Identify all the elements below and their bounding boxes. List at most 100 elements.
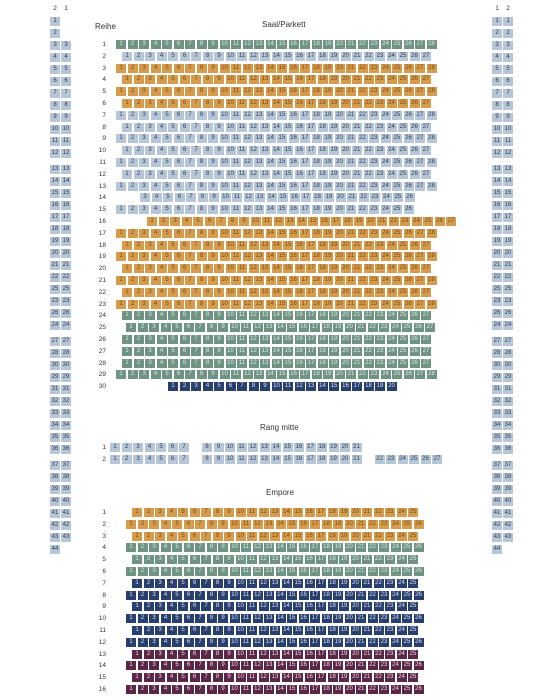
saal-seat[interactable]: 23 [369, 134, 379, 144]
saal-seat[interactable]: 24 [380, 134, 391, 144]
side-right-seat[interactable]: 6 [492, 77, 502, 86]
saal-seat[interactable]: 14 [271, 122, 282, 132]
side-left-seat[interactable]: 42 [61, 521, 71, 530]
saal-seat[interactable]: 21 [352, 169, 362, 179]
saal-seat[interactable]: 17 [300, 134, 310, 144]
empore-seat[interactable]: 24 [396, 673, 407, 683]
empore-seat[interactable]: 21 [362, 578, 372, 588]
saal-seat[interactable]: 18 [317, 75, 328, 85]
saal-seat[interactable]: 26 [409, 75, 420, 85]
empore-seat[interactable]: 17 [316, 602, 326, 612]
saal-seat[interactable]: 20 [340, 335, 351, 344]
saal-seat[interactable]: 22 [363, 264, 374, 274]
saal-seat[interactable]: 4 [150, 181, 161, 191]
saal-seat[interactable]: 9 [208, 299, 218, 309]
saal-seat[interactable]: 3 [145, 99, 155, 108]
saal-seat[interactable]: 5 [168, 99, 178, 108]
side-left-seat[interactable]: 29 [50, 373, 60, 382]
empore-seat[interactable]: 3 [155, 531, 165, 541]
saal-seat[interactable]: 8 [202, 311, 213, 321]
side-left-seat[interactable]: 14 [50, 177, 60, 186]
empore-seat[interactable]: 3 [155, 673, 165, 683]
side-left-seat[interactable]: 28 [50, 349, 60, 358]
saal-seat[interactable]: 24 [386, 146, 397, 156]
saal-seat[interactable]: 10 [219, 87, 230, 97]
side-left-seat[interactable]: 5 [61, 65, 71, 74]
saal-seat[interactable]: 18 [311, 181, 322, 191]
empore-seat[interactable]: 21 [362, 626, 372, 635]
saal-seat[interactable]: 23 [369, 158, 379, 167]
saal-seat[interactable]: 12 [242, 40, 253, 49]
saal-seat[interactable]: 10 [225, 146, 236, 156]
side-right-seat[interactable]: 10 [492, 125, 502, 134]
saal-seat[interactable]: 2 [133, 169, 144, 179]
saal-seat[interactable]: 5 [162, 252, 172, 262]
saal-seat[interactable]: 16 [288, 40, 299, 49]
empore-seat[interactable]: 25 [408, 508, 418, 517]
empore-seat[interactable]: 2 [137, 637, 148, 647]
empore-seat[interactable]: 21 [362, 649, 372, 659]
side-right-seat[interactable]: 18 [503, 225, 513, 234]
saal-seat[interactable]: 4 [150, 134, 161, 144]
saal-seat[interactable]: 8 [196, 299, 207, 309]
saal-seat[interactable]: 20 [340, 51, 351, 61]
saal-seat[interactable]: 18 [312, 193, 323, 203]
empore-seat[interactable]: 18 [327, 602, 338, 612]
saal-seat[interactable]: 14 [265, 252, 276, 262]
saal-seat[interactable]: 11 [237, 122, 247, 132]
empore-seat[interactable]: 17 [310, 543, 320, 553]
saal-seat[interactable]: 20 [334, 63, 345, 73]
saal-seat[interactable]: 21 [352, 346, 362, 356]
saal-seat[interactable]: 4 [150, 205, 161, 215]
saal-seat[interactable]: 9 [214, 146, 224, 156]
saal-seat[interactable]: 16 [288, 87, 299, 97]
saal-seat[interactable]: 4 [181, 217, 192, 226]
saal-seat[interactable]: 11 [237, 346, 247, 356]
empore-seat[interactable]: 10 [229, 685, 240, 694]
empore-seat[interactable]: 3 [149, 543, 159, 553]
saal-seat[interactable]: 4 [156, 146, 167, 156]
saal-seat[interactable]: 25 [398, 146, 408, 156]
saal-seat[interactable]: 18 [363, 382, 374, 392]
rang-seat[interactable]: 25 [409, 455, 419, 464]
saal-seat[interactable]: 17 [300, 63, 310, 73]
side-left-seat[interactable]: 16 [61, 201, 71, 210]
saal-seat[interactable]: 19 [323, 63, 333, 73]
empore-seat[interactable]: 1 [126, 543, 136, 553]
empore-seat[interactable]: 14 [275, 543, 286, 553]
side-left-seat[interactable]: 4 [61, 53, 71, 62]
empore-seat[interactable]: 4 [160, 661, 171, 671]
empore-seat[interactable]: 1 [132, 555, 142, 565]
empore-seat[interactable]: 4 [160, 543, 171, 553]
saal-seat[interactable]: 25 [393, 193, 403, 203]
saal-seat[interactable]: 15 [329, 382, 339, 392]
saal-seat[interactable]: 3 [139, 228, 149, 238]
saal-seat[interactable]: 7 [185, 205, 195, 215]
saal-seat[interactable]: 18 [311, 110, 322, 120]
saal-seat[interactable]: 10 [225, 287, 236, 297]
empore-seat[interactable]: 14 [275, 661, 286, 671]
saal-seat[interactable]: 15 [277, 370, 287, 380]
saal-seat[interactable]: 1 [116, 228, 126, 238]
saal-seat[interactable]: 10 [225, 169, 236, 179]
empore-seat[interactable]: 10 [235, 626, 246, 635]
rang-seat[interactable]: 17 [305, 455, 316, 464]
empore-seat[interactable]: 17 [310, 661, 320, 671]
side-left-seat[interactable]: 10 [61, 125, 71, 134]
side-right-seat[interactable]: 2 [503, 29, 513, 38]
saal-seat[interactable]: 20 [340, 346, 351, 356]
saal-seat[interactable]: 16 [288, 158, 299, 167]
side-right-seat[interactable]: 21 [503, 261, 513, 270]
empore-seat[interactable]: 25 [408, 578, 418, 588]
saal-seat[interactable]: 6 [179, 51, 190, 61]
empore-seat[interactable]: 20 [350, 508, 361, 517]
side-right-seat[interactable]: 12 [492, 149, 502, 158]
saal-seat[interactable]: 17 [300, 158, 310, 167]
side-right-seat[interactable]: 20 [492, 249, 502, 258]
saal-seat[interactable]: 15 [277, 181, 287, 191]
side-left-seat[interactable]: 43 [50, 533, 60, 542]
empore-seat[interactable]: 11 [247, 555, 257, 565]
side-left-seat[interactable]: 24 [61, 321, 71, 330]
empore-seat[interactable]: 18 [327, 531, 338, 541]
saal-seat[interactable]: 23 [370, 193, 380, 203]
